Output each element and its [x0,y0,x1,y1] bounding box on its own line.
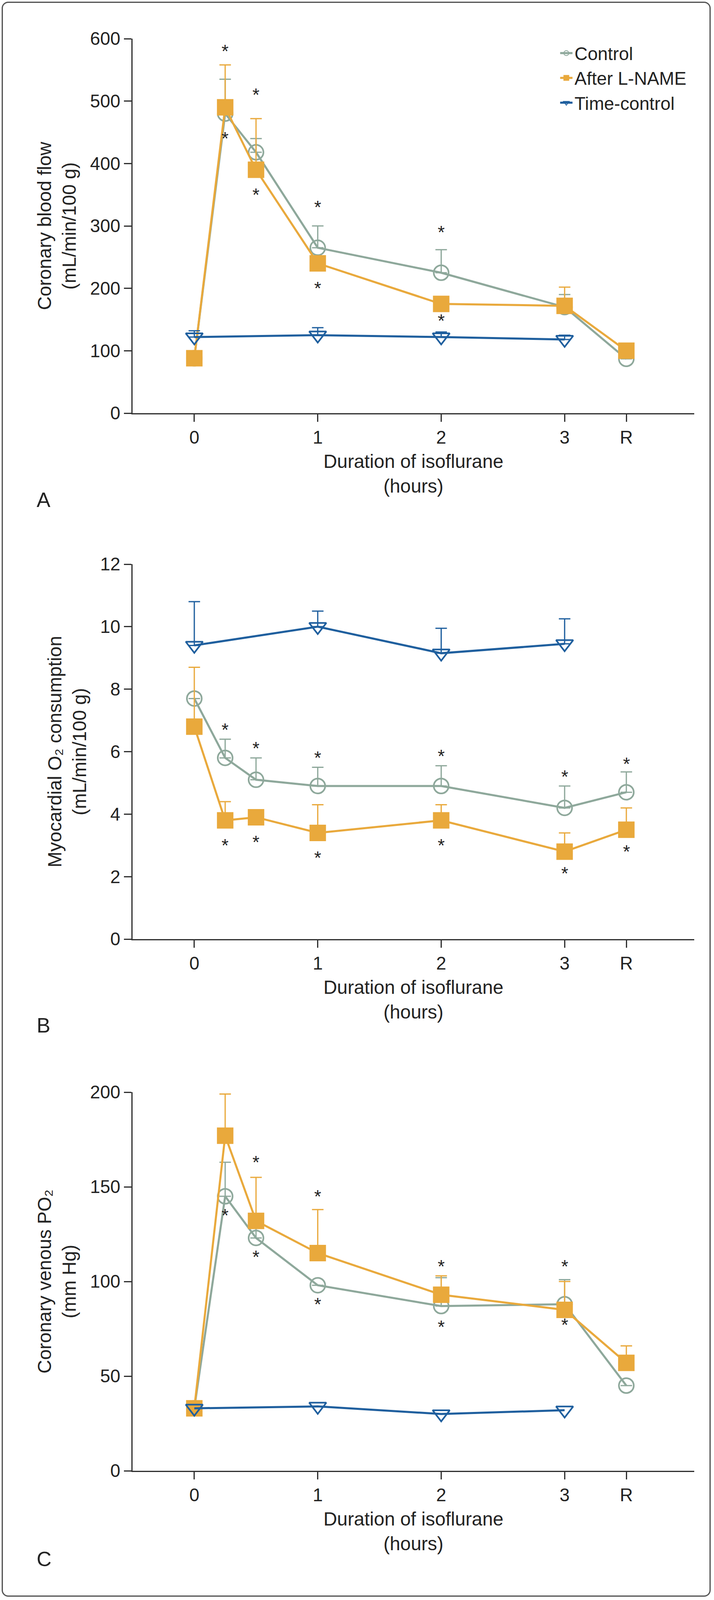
svg-text:*: * [221,720,229,741]
svg-text:0: 0 [110,929,121,950]
svg-text:*: * [437,1317,445,1338]
svg-text:3: 3 [559,427,570,448]
svg-text:*: * [252,184,260,206]
svg-text:1: 1 [312,1485,323,1506]
svg-text:1: 1 [312,953,323,974]
svg-text:4: 4 [110,804,121,825]
svg-text:100: 100 [90,340,121,362]
svg-text:10: 10 [100,616,121,637]
svg-text:Coronary blood flow(mL/min/100: Coronary blood flow(mL/min/100 g) [33,141,80,311]
svg-text:2: 2 [436,953,446,974]
svg-text:2: 2 [436,427,446,448]
svg-text:B: B [36,1014,51,1038]
svg-text:Coronary venous PO₂(mm Hg): Coronary venous PO₂(mm Hg) [33,1190,80,1375]
svg-text:R: R [619,953,633,974]
svg-text:*: * [252,738,260,759]
svg-text:1: 1 [312,427,323,448]
svg-text:6: 6 [110,742,121,763]
svg-text:*: * [623,754,630,775]
svg-text:Myocardial O₂ consumption(mL/m: Myocardial O₂ consumption(mL/min/100 g) [44,636,91,868]
svg-text:2: 2 [436,1485,446,1506]
svg-text:Duration of isoflurane(hours): Duration of isoflurane(hours) [323,450,504,497]
svg-text:C: C [36,1548,52,1572]
svg-text:*: * [221,835,229,857]
svg-text:12: 12 [100,554,121,575]
svg-text:*: * [437,746,445,767]
svg-text:600: 600 [90,28,121,49]
svg-text:200: 200 [90,278,121,299]
svg-text:*: * [252,1152,260,1174]
svg-text:500: 500 [90,91,121,112]
svg-text:*: * [623,842,630,863]
svg-text:*: * [561,767,569,788]
svg-text:*: * [314,1187,322,1208]
svg-text:*: * [221,1206,229,1227]
svg-text:*: * [314,278,322,299]
svg-text:300: 300 [90,215,121,236]
svg-text:2: 2 [110,867,121,888]
svg-text:*: * [221,128,229,149]
svg-text:50: 50 [100,1366,121,1387]
svg-text:3: 3 [559,1485,570,1506]
svg-text:*: * [314,748,322,769]
svg-text:3: 3 [559,953,570,974]
svg-text:*: * [252,1247,260,1268]
svg-text:100: 100 [90,1271,121,1293]
svg-text:*: * [437,310,445,332]
svg-text:After L-NAME: After L-NAME [574,68,686,89]
svg-text:8: 8 [110,679,121,700]
svg-text:0: 0 [189,1485,200,1506]
svg-text:0: 0 [189,953,200,974]
svg-text:*: * [314,197,322,218]
svg-text:200: 200 [90,1082,121,1103]
svg-text:*: * [561,863,569,885]
svg-text:*: * [561,1315,569,1336]
svg-text:*: * [437,222,445,243]
svg-text:*: * [437,835,445,857]
svg-text:A: A [36,488,51,512]
svg-text:Duration of isoflurane(hours): Duration of isoflurane(hours) [323,977,504,1024]
svg-text:Control: Control [574,43,633,64]
svg-text:R: R [619,1485,633,1506]
svg-text:0: 0 [110,1461,121,1482]
svg-text:Duration of isoflurane(hours): Duration of isoflurane(hours) [323,1509,504,1556]
svg-text:Time-control: Time-control [574,93,675,114]
svg-text:*: * [561,1257,569,1278]
svg-text:R: R [619,427,633,448]
svg-text:0: 0 [110,403,121,424]
svg-text:*: * [221,41,229,62]
svg-text:150: 150 [90,1177,121,1198]
svg-text:*: * [252,832,260,853]
svg-text:400: 400 [90,153,121,174]
svg-text:0: 0 [189,427,200,448]
svg-text:*: * [437,1257,445,1278]
svg-text:*: * [252,84,260,105]
svg-text:*: * [314,1295,322,1316]
svg-text:*: * [314,848,322,869]
